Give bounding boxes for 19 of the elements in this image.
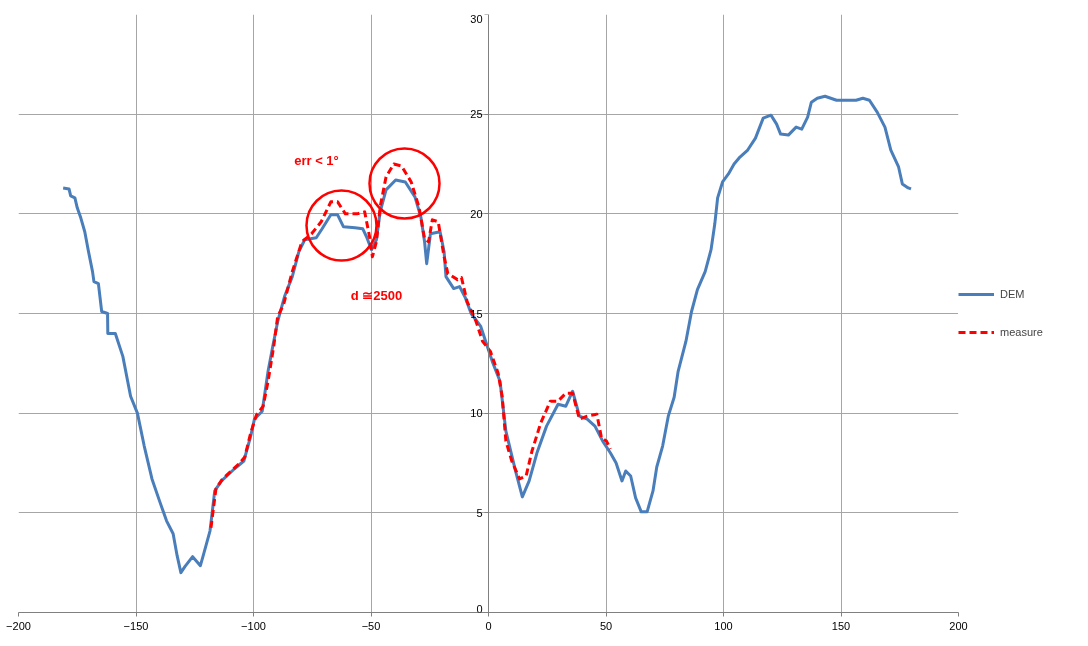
x-tick-label: −150 xyxy=(123,619,149,632)
legend-label: measure xyxy=(1000,326,1043,338)
x-tick-label: −50 xyxy=(361,619,381,632)
y-tick-label: 0 xyxy=(476,602,483,615)
x-tick-label: 50 xyxy=(599,619,613,632)
x-tick-label: −100 xyxy=(241,619,266,632)
x-tick-label: 200 xyxy=(949,619,968,632)
x-tick-label: 100 xyxy=(714,619,733,632)
y-tick-label: 5 xyxy=(476,506,483,519)
legend-label: DEM xyxy=(1000,288,1025,300)
x-tick-label: 0 xyxy=(485,619,492,632)
y-tick-label: 25 xyxy=(470,108,483,121)
x-tick-label: 150 xyxy=(831,619,851,632)
y-tick-label: 30 xyxy=(470,12,483,25)
y-tick-label: 20 xyxy=(470,207,483,220)
y-tick-label: 10 xyxy=(470,407,483,420)
annotation: err < 1° xyxy=(294,153,339,168)
annotation: d ≅2500 xyxy=(350,288,403,303)
x-tick-label: −200 xyxy=(6,619,31,632)
